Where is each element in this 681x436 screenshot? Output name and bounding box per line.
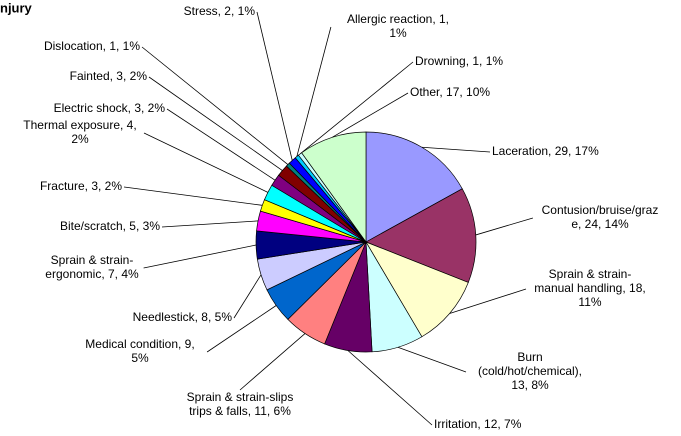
data-label: Burn (cold/hot/chemical), 13, 8% (478, 350, 582, 392)
label-line: Bite/scratch, 5, 3% (60, 219, 160, 233)
label-line: Stress, 2, 1% (184, 4, 256, 18)
leader-line (239, 333, 306, 391)
label-line: 13, 8% (511, 378, 549, 392)
data-label: Laceration, 29, 17% (492, 144, 599, 158)
label-line: Irritation, 12, 7% (434, 417, 522, 431)
leader-line (161, 220, 259, 228)
leader-line (475, 217, 534, 236)
chart-title: njury (0, 0, 33, 15)
leader-line (233, 274, 262, 319)
data-label: Other, 17, 10% (410, 85, 490, 99)
data-label: Medical condition, 9, 5% (85, 337, 194, 365)
leader-line (449, 288, 527, 314)
leader-line (421, 146, 491, 153)
leader-line (331, 92, 409, 138)
leader-line (397, 346, 467, 373)
label-line: (cold/hot/chemical), (478, 364, 582, 378)
data-label: Bite/scratch, 5, 3% (60, 219, 160, 233)
data-label: Dislocation, 1, 1% (44, 39, 140, 53)
data-label: Sprain & strain-slips trips & falls, 11, … (187, 390, 294, 418)
leader-line (206, 305, 277, 353)
leader-line (166, 108, 276, 181)
data-label: Contusion/bruise/graz e, 24, 14% (542, 203, 659, 231)
pie-slice (301, 131, 367, 244)
leader-line (148, 76, 283, 171)
label-line: Contusion/bruise/graz (542, 203, 659, 217)
data-label: Fracture, 3, 2% (40, 179, 122, 193)
label-line: Other, 17, 10% (410, 85, 490, 99)
data-label: Fainted, 3, 2% (70, 69, 148, 83)
data-label: Allergic reaction, 1, 1% (347, 12, 449, 40)
label-line: Burn (517, 350, 542, 364)
leader-line (141, 46, 289, 165)
pie-slice (365, 241, 469, 338)
label-line: Fainted, 3, 2% (70, 69, 148, 83)
data-label: Irritation, 12, 7% (434, 417, 522, 431)
leader-line (299, 61, 414, 155)
label-line: e, 24, 14% (571, 217, 629, 231)
label-line: 1% (389, 26, 407, 40)
data-label: Sprain & strain-manual handling, 18, 11% (534, 267, 645, 309)
leader-line (123, 186, 263, 206)
label-line: Allergic reaction, 1, (347, 12, 449, 26)
leader-line (256, 11, 293, 161)
leader-line (296, 26, 332, 157)
label-line: 2% (71, 132, 89, 146)
data-label: Stress, 2, 1% (184, 4, 256, 18)
label-line: Medical condition, 9, (85, 337, 194, 351)
data-label: Drowning, 1, 1% (415, 54, 503, 68)
label-line: Electric shock, 3, 2% (54, 101, 166, 115)
label-line: Drowning, 1, 1% (415, 54, 503, 68)
label-line: Fracture, 3, 2% (40, 179, 122, 193)
leader-line (143, 244, 257, 269)
label-line: Laceration, 29, 17% (492, 144, 599, 158)
label-line: Sprain & strain- (549, 267, 632, 281)
label-line: 11% (578, 295, 601, 309)
label-line: Thermal exposure, 4, (23, 118, 136, 132)
label-line: manual handling, 18, (534, 281, 645, 295)
leader-line (143, 132, 269, 193)
data-label: Sprain & strain-ergonomic, 7, 4% (45, 253, 139, 281)
pie-slice (365, 131, 463, 243)
label-line: 5% (131, 351, 149, 365)
leader-line (347, 350, 433, 426)
label-line: trips & falls, 11, 6% (189, 404, 291, 418)
pie-slice (365, 188, 477, 283)
label-line: Needlestick, 8, 5% (133, 310, 233, 324)
label-line: Dislocation, 1, 1% (44, 39, 140, 53)
label-line: Sprain & strain-slips (187, 390, 294, 404)
data-label: Thermal exposure, 4, 2% (23, 118, 136, 146)
data-label: Needlestick, 8, 5% (133, 310, 233, 324)
data-label: Electric shock, 3, 2% (54, 101, 166, 115)
leader-lines (123, 11, 534, 426)
label-line: ergonomic, 7, 4% (45, 267, 139, 281)
label-line: Sprain & strain- (51, 253, 134, 267)
